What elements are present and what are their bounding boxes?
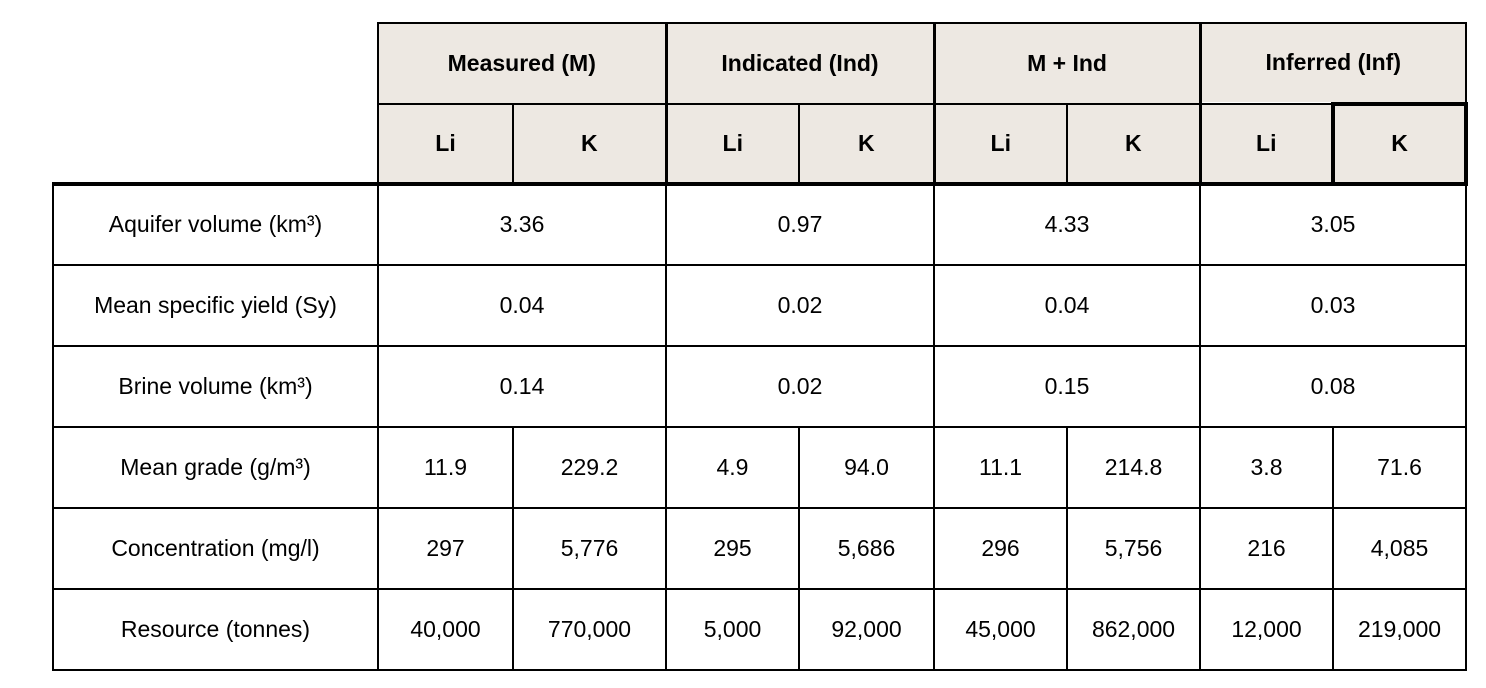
resource-measured-li: 40,000	[377, 588, 514, 671]
concentration-measured-li: 297	[377, 507, 514, 590]
grade-inferred-li: 3.8	[1199, 426, 1335, 509]
corner-empty-cell	[53, 23, 378, 184]
row-concentration: Concentration (mg/l) 297 5,776 295 5,686…	[52, 507, 1468, 590]
row-label-brine-volume: Brine volume (km³)	[52, 345, 379, 428]
subheader-m-plus-ind-k: K	[1066, 103, 1202, 186]
brine-volume-measured: 0.14	[377, 345, 667, 428]
grade-inferred-k: 71.6	[1332, 426, 1468, 509]
resource-indicated-li: 5,000	[665, 588, 800, 671]
aquifer-volume-measured: 3.36	[377, 182, 667, 266]
resource-m-plus-ind-k: 862,000	[1066, 588, 1202, 671]
resource-measured-k: 770,000	[512, 588, 667, 671]
row-resource: Resource (tonnes) 40,000 770,000 5,000 9…	[52, 588, 1468, 671]
grade-measured-li: 11.9	[377, 426, 514, 509]
row-brine-volume: Brine volume (km³) 0.14 0.02 0.15 0.08	[52, 345, 1468, 428]
concentration-indicated-li: 295	[665, 507, 800, 590]
row-mean-grade: Mean grade (g/m³) 11.9 229.2 4.9 94.0 11…	[52, 426, 1468, 509]
specific-yield-inferred: 0.03	[1199, 264, 1468, 347]
row-mean-specific-yield: Mean specific yield (Sy) 0.04 0.02 0.04 …	[52, 264, 1468, 347]
group-header-inferred: Inferred (Inf)	[1198, 22, 1468, 105]
grade-indicated-k: 94.0	[797, 426, 936, 509]
specific-yield-measured: 0.04	[377, 264, 667, 347]
subheader-measured-k: K	[512, 103, 667, 186]
concentration-measured-k: 5,776	[512, 507, 667, 590]
header-group-row: Measured (M) Indicated (Ind) M + Ind Inf…	[53, 22, 1468, 184]
group-header-indicated: Indicated (Ind)	[664, 22, 936, 105]
aquifer-volume-m-plus-ind: 4.33	[933, 182, 1202, 266]
resource-estimate-table: Measured (M) Indicated (Ind) M + Ind Inf…	[52, 22, 1469, 671]
resource-inferred-li: 12,000	[1199, 588, 1335, 671]
row-aquifer-volume: Aquifer volume (km³) 3.36 0.97 4.33 3.05	[52, 182, 1468, 266]
resource-m-plus-ind-li: 45,000	[933, 588, 1069, 671]
subheader-measured-li: Li	[377, 103, 514, 186]
grade-measured-k: 229.2	[512, 426, 667, 509]
subheader-m-plus-ind-li: Li	[932, 103, 1069, 186]
group-header-m-plus-ind: M + Ind	[932, 22, 1202, 105]
specific-yield-indicated: 0.02	[664, 264, 936, 347]
concentration-m-plus-ind-li: 296	[933, 507, 1069, 590]
concentration-m-plus-ind-k: 5,756	[1066, 507, 1202, 590]
subheader-inferred-k: K	[1331, 102, 1469, 186]
group-header-measured: Measured (M)	[377, 22, 667, 105]
concentration-inferred-li: 216	[1199, 507, 1335, 590]
subheader-inferred-li: Li	[1198, 103, 1335, 186]
subheader-indicated-k: K	[797, 103, 936, 186]
concentration-indicated-k: 5,686	[797, 507, 936, 590]
specific-yield-m-plus-ind: 0.04	[933, 264, 1202, 347]
row-label-aquifer-volume: Aquifer volume (km³)	[52, 182, 379, 266]
aquifer-volume-indicated: 0.97	[664, 182, 936, 266]
row-label-resource: Resource (tonnes)	[52, 588, 379, 671]
grade-m-plus-ind-li: 11.1	[933, 426, 1069, 509]
grade-m-plus-ind-k: 214.8	[1066, 426, 1202, 509]
brine-volume-m-plus-ind: 0.15	[933, 345, 1202, 428]
concentration-inferred-k: 4,085	[1332, 507, 1468, 590]
grade-indicated-li: 4.9	[665, 426, 800, 509]
resource-inferred-k: 219,000	[1332, 588, 1468, 671]
row-label-concentration: Concentration (mg/l)	[52, 507, 379, 590]
aquifer-volume-inferred: 3.05	[1199, 182, 1468, 266]
brine-volume-indicated: 0.02	[664, 345, 936, 428]
subheader-indicated-li: Li	[664, 103, 800, 186]
brine-volume-inferred: 0.08	[1199, 345, 1468, 428]
header-element-row: Li K Li K Li K Li K	[53, 102, 1469, 186]
row-label-mean-specific-yield: Mean specific yield (Sy)	[52, 264, 379, 347]
row-label-mean-grade: Mean grade (g/m³)	[52, 426, 379, 509]
resource-indicated-k: 92,000	[797, 588, 936, 671]
